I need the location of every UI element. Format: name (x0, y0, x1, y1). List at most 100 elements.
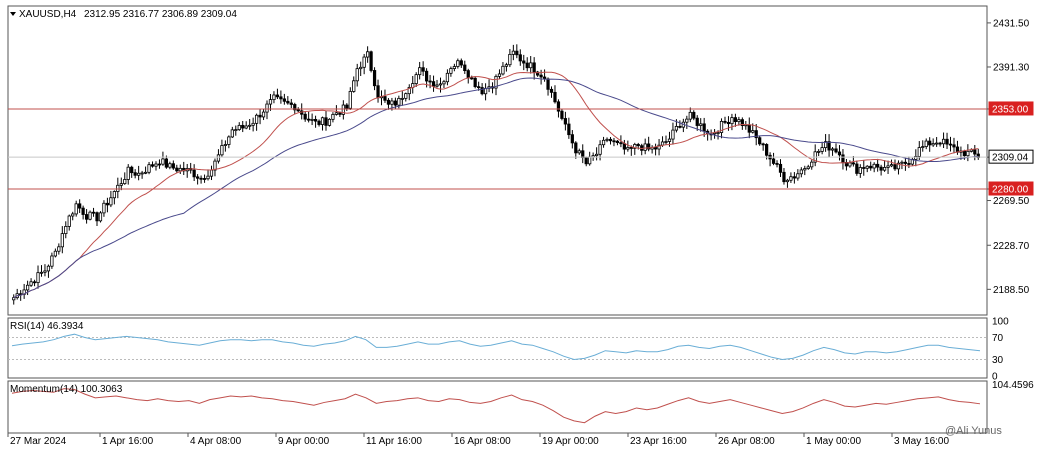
candle-down (723, 120, 727, 123)
candle-down (95, 212, 99, 222)
candle-down (393, 100, 397, 106)
candle-down (202, 178, 207, 180)
candle-up (935, 142, 939, 145)
candle-up (248, 124, 252, 127)
candle-up (456, 60, 460, 67)
candle-down (827, 141, 831, 151)
candle-down (612, 140, 616, 143)
candle-down (695, 117, 699, 126)
candle-down (869, 165, 873, 169)
candle-down (307, 118, 311, 121)
candle-down (424, 70, 429, 82)
price-tick-label: 2228.70 (993, 241, 1030, 252)
candle-down (258, 114, 262, 118)
candle-down (192, 169, 196, 178)
candle-down (376, 85, 380, 99)
candle-down (515, 50, 519, 56)
candle-down (275, 94, 280, 98)
candle-down (962, 150, 967, 157)
candle-up (674, 125, 679, 131)
candle-up (442, 81, 446, 85)
candle-up (900, 161, 904, 164)
candle-up (407, 87, 411, 95)
candle-up (400, 97, 404, 100)
candle-down (480, 87, 484, 95)
candle-down (879, 166, 883, 171)
candle-up (116, 184, 120, 192)
candle-up (796, 173, 800, 179)
rsi-tick-label: 100 (992, 317, 1009, 328)
candle-down (948, 143, 953, 146)
candle-up (404, 93, 408, 99)
candle-down (428, 80, 432, 83)
candle-up (29, 281, 33, 286)
candle-up (98, 212, 103, 222)
candle-up (667, 138, 672, 142)
candle-up (799, 169, 803, 175)
time-tick-label: 11 Apr 16:00 (366, 436, 422, 447)
candle-up (817, 150, 821, 153)
candle-up (924, 140, 928, 147)
candle-down (196, 176, 200, 179)
ma-slow-line (13, 77, 979, 299)
candle-up (511, 50, 515, 55)
candle-up (966, 150, 970, 157)
candle-down (553, 91, 557, 103)
candle-down (546, 78, 550, 90)
price-panel[interactable] (7, 5, 988, 316)
candle-up (445, 72, 450, 83)
price-level-badge (988, 101, 1034, 116)
price-level-label: 2309.04 (992, 153, 1029, 164)
price-level-badge (988, 181, 1034, 196)
watermark: @Ali Yunus (945, 425, 1002, 437)
candle-up (168, 163, 172, 168)
candle-down (851, 162, 855, 165)
candle-down (133, 172, 137, 176)
candle-up (435, 84, 439, 87)
candle-up (341, 104, 345, 115)
momentum-panel[interactable] (7, 380, 988, 434)
candle-up (438, 83, 443, 86)
candle-down (91, 211, 96, 214)
candle-up (102, 202, 106, 214)
candle-down (473, 77, 477, 88)
candle-down (386, 99, 391, 105)
candle-up (109, 197, 113, 206)
candle-down (567, 123, 571, 136)
rsi-panel[interactable] (7, 317, 988, 379)
candle-up (643, 143, 647, 151)
candle-down (463, 64, 467, 72)
candle-down (893, 164, 897, 170)
candle-down (241, 124, 245, 129)
candle-down (775, 163, 779, 165)
candle-up (737, 119, 741, 123)
candle-down (765, 144, 769, 156)
candle-up (261, 111, 266, 118)
candle-up (39, 271, 44, 274)
candle-down (771, 158, 776, 164)
candle-up (143, 171, 148, 174)
candle-up (362, 56, 366, 68)
candle-down (754, 130, 758, 139)
candle-up (605, 138, 609, 141)
candle-down (792, 176, 796, 179)
candle-down (726, 121, 731, 125)
symbol-dropdown-icon[interactable] (10, 12, 16, 16)
candle-up (931, 143, 935, 146)
price-tick-label: 2431.50 (993, 18, 1030, 29)
candle-up (497, 73, 502, 77)
candle-down (636, 144, 640, 147)
rsi-label: RSI(14) 46.3934 (10, 321, 84, 332)
candle-up (209, 169, 214, 177)
candle-down (622, 143, 626, 150)
candle-up (889, 164, 894, 167)
price-tick-label: 2269.50 (993, 196, 1030, 207)
momentum-label: Momentum(14) 100.3063 (10, 384, 123, 395)
candle-down (78, 203, 82, 209)
candle-down (477, 86, 481, 89)
momentum-tick-label: 104.4596 (992, 380, 1034, 391)
time-tick-label: 19 Apr 00:00 (542, 436, 599, 447)
candle-up (272, 94, 276, 101)
candle-down (629, 147, 633, 149)
